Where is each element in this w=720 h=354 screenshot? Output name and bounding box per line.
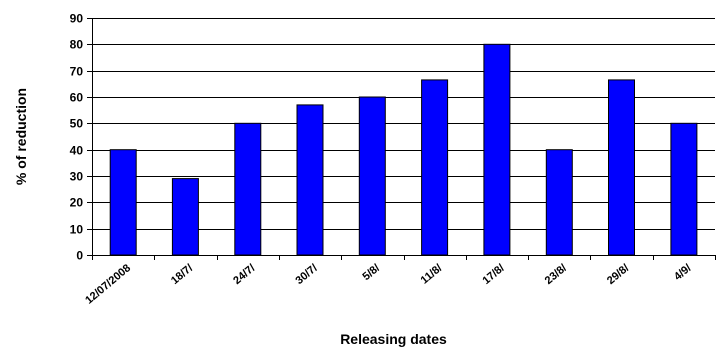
x-tick-label: 12/07/2008: [83, 262, 133, 307]
x-tick-label: 4/9/: [672, 262, 694, 283]
bar: [171, 178, 199, 256]
x-tick-label: 5/8/: [361, 262, 383, 283]
y-tick-label: 70: [70, 65, 84, 79]
y-tick-label: 40: [70, 144, 84, 158]
x-tick-labels: 12/07/2008 18/7/24/7/30/7/5/8/11/8/17/8/2…: [83, 262, 694, 307]
bar: [608, 79, 635, 256]
y-tick-label: 90: [70, 12, 84, 26]
bar: [421, 79, 449, 256]
x-tick-label: 17/8/: [480, 262, 506, 287]
y-tick-label: 0: [76, 249, 83, 263]
bar: [296, 104, 324, 256]
x-axis-title: Releasing dates: [340, 331, 447, 347]
bars: [109, 43, 698, 256]
x-tick-label: 29/8/: [605, 262, 631, 287]
axes: [87, 18, 716, 260]
x-tick-label: 11/8/: [419, 262, 445, 287]
x-tick-label: 23/8/: [543, 262, 569, 287]
bar: [109, 149, 137, 256]
y-tick-label: 60: [70, 91, 84, 105]
bar: [358, 96, 386, 256]
x-tick-label: 24/7/: [231, 262, 257, 287]
x-tick-label: 18/7/: [169, 262, 195, 287]
y-axis-title: % of reduction: [13, 88, 29, 185]
bar: [234, 122, 262, 256]
y-tick-label: 50: [70, 117, 84, 131]
y-tick-label: 10: [70, 223, 84, 237]
x-tick-label: 30/7/: [294, 262, 320, 287]
y-tick-label: 30: [70, 170, 84, 184]
bar: [670, 122, 698, 256]
y-tick-labels: 0 10 20 30 40 50 60 70 80 90: [70, 12, 84, 263]
bar: [483, 43, 511, 256]
bar: [545, 149, 573, 256]
y-tick-label: 20: [70, 196, 84, 210]
y-tick-label: 80: [70, 38, 84, 52]
